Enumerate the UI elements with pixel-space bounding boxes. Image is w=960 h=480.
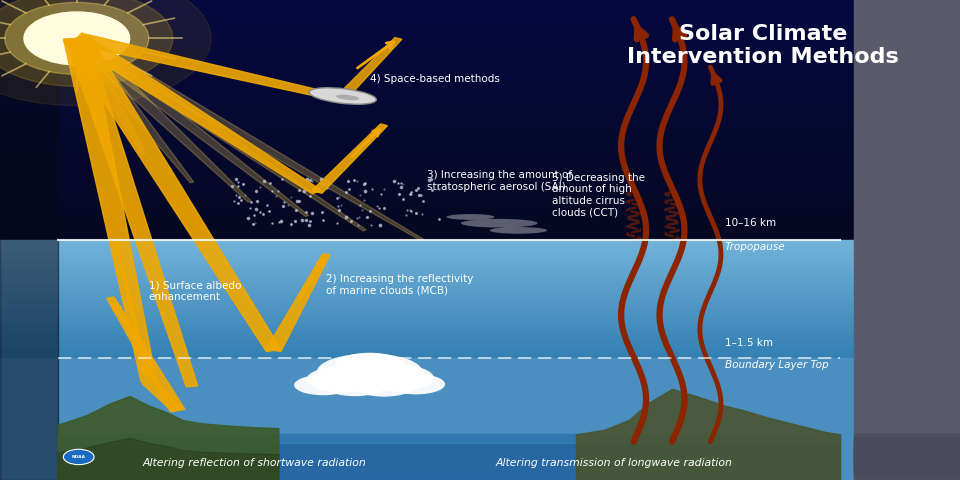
Ellipse shape — [294, 375, 352, 395]
Text: Boundary Layer Top: Boundary Layer Top — [725, 360, 828, 370]
Polygon shape — [69, 35, 424, 240]
Polygon shape — [63, 38, 156, 382]
Circle shape — [5, 2, 149, 74]
Ellipse shape — [317, 353, 422, 391]
Polygon shape — [68, 36, 194, 183]
Ellipse shape — [387, 374, 445, 395]
Polygon shape — [312, 124, 388, 193]
Circle shape — [63, 449, 94, 465]
Ellipse shape — [446, 214, 494, 220]
Circle shape — [0, 0, 173, 86]
Polygon shape — [69, 36, 367, 231]
Polygon shape — [336, 37, 402, 100]
Text: Tropopause: Tropopause — [725, 242, 785, 252]
Text: 1) Surface albedo
enhancement: 1) Surface albedo enhancement — [149, 281, 241, 302]
Polygon shape — [72, 33, 343, 101]
Polygon shape — [107, 297, 185, 411]
Polygon shape — [64, 36, 281, 351]
Text: 1–1.5 km: 1–1.5 km — [725, 338, 773, 348]
Text: Altering reflection of shortwave radiation: Altering reflection of shortwave radiati… — [142, 458, 367, 468]
Ellipse shape — [309, 88, 376, 104]
Ellipse shape — [335, 353, 404, 377]
Circle shape — [0, 0, 211, 106]
Polygon shape — [67, 38, 98, 120]
Text: Altering transmission of longwave radiation: Altering transmission of longwave radiat… — [496, 458, 732, 468]
Text: 2) Increasing the reflectivity
of marine clouds (MCB): 2) Increasing the reflectivity of marine… — [326, 274, 474, 295]
Text: Solar Climate
Intervention Methods: Solar Climate Intervention Methods — [627, 24, 900, 67]
Polygon shape — [68, 35, 322, 194]
Polygon shape — [68, 36, 252, 202]
Ellipse shape — [324, 374, 387, 396]
Ellipse shape — [306, 366, 380, 392]
Text: 5) Decreasing the
amount of high
altitude cirrus
clouds (CCT): 5) Decreasing the amount of high altitud… — [552, 173, 645, 217]
Ellipse shape — [490, 227, 547, 234]
Ellipse shape — [336, 95, 359, 100]
Polygon shape — [67, 37, 146, 154]
Polygon shape — [142, 380, 182, 412]
Ellipse shape — [353, 375, 415, 396]
Text: 10–16 km: 10–16 km — [725, 218, 776, 228]
Polygon shape — [69, 36, 309, 216]
Ellipse shape — [358, 364, 434, 391]
Polygon shape — [65, 37, 198, 387]
Ellipse shape — [461, 219, 538, 228]
Text: 4) Space-based methods: 4) Space-based methods — [370, 74, 499, 84]
Text: NOAA: NOAA — [72, 455, 85, 459]
Text: 3) Increasing the amount of
stratospheric aerosol (SAI): 3) Increasing the amount of stratospheri… — [427, 170, 572, 192]
Polygon shape — [266, 254, 330, 351]
Circle shape — [24, 12, 130, 65]
